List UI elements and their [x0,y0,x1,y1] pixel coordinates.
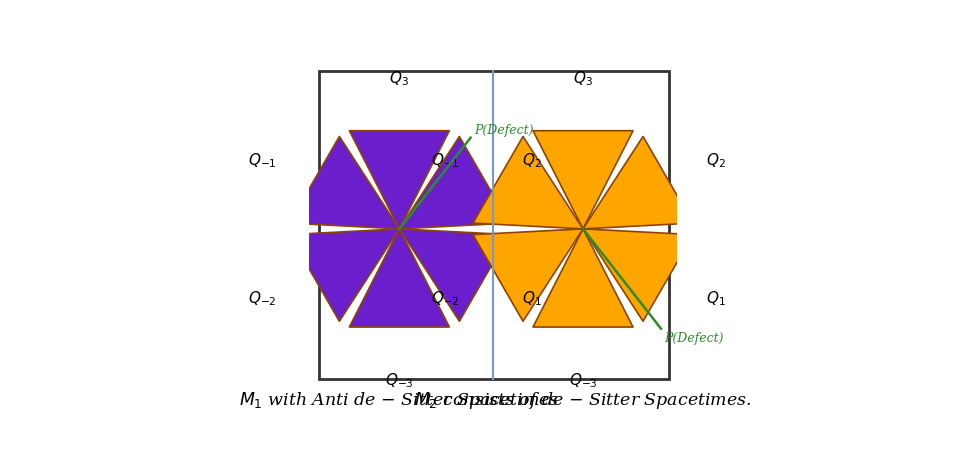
Text: $M_1$ with Anti de $-$ Sitter Spacetimes: $M_1$ with Anti de $-$ Sitter Spacetimes [239,389,559,410]
Text: $Q_1$: $Q_1$ [522,289,541,307]
Text: $Q_{-2}$: $Q_{-2}$ [248,289,276,307]
Text: $Q_{-1}$: $Q_{-1}$ [248,151,276,170]
Text: $Q_{-1}$: $Q_{-1}$ [431,151,459,170]
Text: $Q_{-3}$: $Q_{-3}$ [568,370,597,389]
Text: P(Defect): P(Defect) [474,124,533,137]
FancyBboxPatch shape [318,72,669,380]
Text: $Q_3$: $Q_3$ [573,69,592,88]
Text: $Q_2$: $Q_2$ [705,151,725,170]
Text: $Q_{-2}$: $Q_{-2}$ [431,289,459,307]
Text: $M_2$ consists of de $-$ Sitter Spacetimes.: $M_2$ consists of de $-$ Sitter Spacetim… [414,389,751,410]
Text: $Q_1$: $Q_1$ [705,289,725,307]
Text: $Q_2$: $Q_2$ [522,151,541,170]
Text: $Q_3$: $Q_3$ [389,69,408,88]
Text: $Q_{-3}$: $Q_{-3}$ [384,370,413,389]
Text: P(Defect): P(Defect) [663,331,723,344]
